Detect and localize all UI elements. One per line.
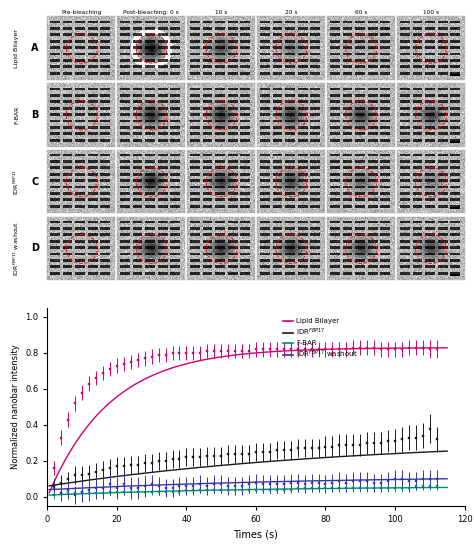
- X-axis label: Times (s): Times (s): [234, 529, 278, 540]
- Y-axis label: Normalized nanobar intensity: Normalized nanobar intensity: [10, 344, 19, 469]
- Legend: Lipid Bilayer, IDR$^{FBP17}$, F-BAR, IDR$^{FBP17}$ washout: Lipid Bilayer, IDR$^{FBP17}$, F-BAR, IDR…: [280, 316, 361, 363]
- Title: 60 s: 60 s: [355, 10, 367, 15]
- Title: Post-bleaching: 0 s: Post-bleaching: 0 s: [123, 10, 179, 15]
- Title: 100 s: 100 s: [422, 10, 438, 15]
- Text: B: B: [31, 110, 39, 120]
- Y-axis label: IDR$^{FBP17}$: IDR$^{FBP17}$: [12, 169, 21, 195]
- Text: D: D: [31, 244, 39, 254]
- Text: C: C: [32, 177, 39, 187]
- Text: A: A: [31, 43, 39, 53]
- Y-axis label: F-BAR: F-BAR: [14, 106, 19, 124]
- Title: 10 s: 10 s: [215, 10, 227, 15]
- Y-axis label: IDR$^{FBP17}$ washout: IDR$^{FBP17}$ washout: [12, 221, 21, 276]
- Y-axis label: Lipid Bilayer: Lipid Bilayer: [14, 29, 19, 67]
- Title: Pre-bleaching: Pre-bleaching: [61, 10, 101, 15]
- Title: 20 s: 20 s: [285, 10, 297, 15]
